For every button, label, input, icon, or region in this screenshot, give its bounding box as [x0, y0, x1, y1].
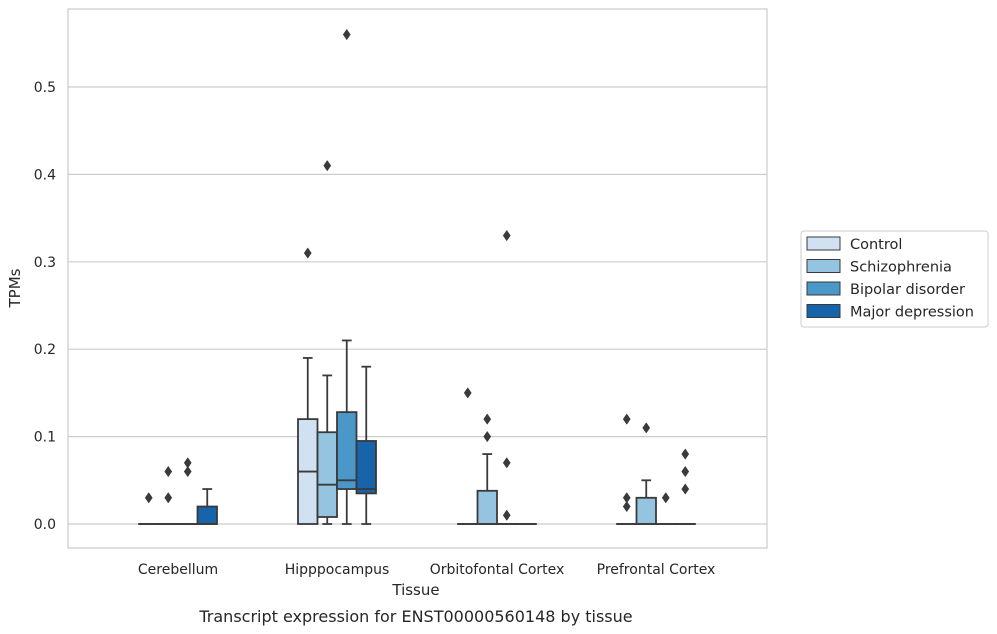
outlier-point [483, 413, 492, 425]
outlier-point [681, 448, 690, 460]
outlier-point [303, 247, 312, 259]
y-tick-label: 0.0 [34, 517, 56, 533]
outlier-point [622, 413, 631, 425]
box-bipolar-disorder-1 [336, 339, 358, 525]
outlier-point [502, 509, 511, 521]
x-axis-ticks: Cerebellum Hipppocampus Orbitofontal Corte… [138, 562, 715, 578]
y-tick-label: 0.3 [34, 255, 56, 271]
legend: Control Schizophrenia Bipolar disorder Majo… [800, 230, 989, 328]
y-tick-label: 0.1 [34, 430, 56, 446]
outlier-point [502, 457, 511, 469]
y-tick-label: 0.2 [34, 342, 56, 358]
y-axis-label: TPMs [6, 268, 24, 308]
x-tick-label: Cerebellum [138, 562, 218, 578]
chart-caption: Transcript expression for ENST0000056014… [198, 607, 632, 626]
outlier-point [642, 422, 651, 434]
x-axis-label: Tissue [391, 581, 439, 599]
outlier-point [144, 492, 153, 504]
legend-label: Bipolar disorder [850, 282, 965, 298]
legend-label: Schizophrenia [850, 260, 952, 276]
y-axis-ticks: 0.0 0.1 0.2 0.3 0.4 0.5 [34, 80, 56, 533]
legend-item: Control [806, 236, 902, 253]
outlier-point [164, 465, 173, 478]
legend-item: Major depression [806, 304, 974, 321]
box-rect [476, 489, 498, 525]
legend-item: Bipolar disorder [806, 281, 965, 298]
boxes [138, 339, 696, 525]
box-schizophrenia-3 [635, 479, 657, 525]
box-rect [336, 411, 358, 490]
box-rect [635, 496, 657, 525]
outlier-point [661, 492, 670, 504]
x-tick-label: Hipppocampus [285, 562, 390, 578]
legend-frame [800, 230, 989, 328]
outlier-point [463, 387, 472, 399]
box-schizophrenia-1 [316, 374, 338, 525]
outlier-point [323, 160, 332, 172]
outlier-point [483, 430, 492, 443]
outlier-point [622, 500, 631, 513]
box-control-1 [297, 357, 319, 525]
legend-swatch [806, 304, 841, 318]
legend-label: Major depression [850, 305, 974, 321]
outlier-point [502, 229, 511, 242]
legend-label: Control [850, 237, 902, 253]
outlier-point [681, 483, 690, 495]
plot-frame [67, 8, 768, 549]
box-schizophrenia-2 [476, 453, 498, 525]
gridlines [68, 86, 767, 525]
legend-swatch [806, 259, 841, 273]
box-rect [316, 431, 338, 518]
outliers [144, 28, 690, 521]
legend-item: Schizophrenia [806, 259, 952, 276]
legend-swatch [806, 236, 841, 251]
outlier-point [183, 465, 192, 478]
box-rect [355, 440, 377, 495]
x-tick-label: Orbitofontal Cortex [430, 562, 565, 578]
y-tick-label: 0.4 [34, 167, 56, 183]
box-rect [196, 505, 218, 525]
outlier-point [681, 465, 690, 478]
x-tick-label: Prefrontal Cortex [597, 562, 716, 578]
y-tick-label: 0.5 [34, 80, 56, 96]
outlier-point [342, 28, 351, 41]
legend-swatch [806, 281, 841, 296]
box-major-depression-1 [355, 365, 377, 525]
box-major-depression-0 [196, 488, 218, 525]
outlier-point [164, 492, 173, 504]
